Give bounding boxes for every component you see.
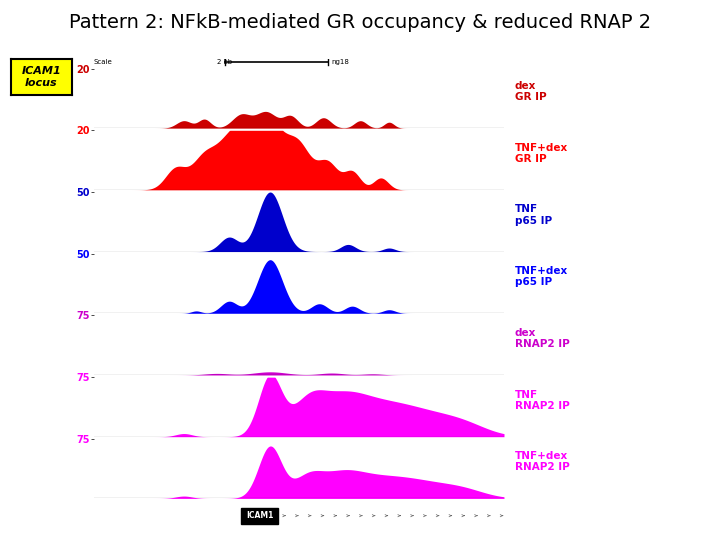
Text: 10,881,000|: 10,881,000| [184, 75, 221, 80]
Text: dex: dex [515, 81, 536, 91]
Text: Scale: Scale [94, 59, 112, 65]
Text: 10,383,000|: 10,383,000| [356, 75, 394, 80]
Text: 10,382,000|: 10,382,000| [278, 75, 315, 80]
Text: p65 IP: p65 IP [515, 215, 552, 226]
Text: RNAP2 IP: RNAP2 IP [515, 339, 570, 349]
Text: 10,334,000|: 10,334,000| [438, 75, 476, 80]
Text: TNF+dex: TNF+dex [515, 266, 568, 276]
Text: ICAM1: ICAM1 [246, 511, 274, 520]
Text: GR IP: GR IP [515, 92, 546, 102]
Text: 2 kb: 2 kb [217, 59, 232, 65]
Text: TNF: TNF [515, 205, 538, 214]
Text: ICAM1
locus: ICAM1 locus [22, 66, 61, 88]
Text: Pattern 2: NFkB-mediated GR occupancy & reduced RNAP 2: Pattern 2: NFkB-mediated GR occupancy & … [69, 14, 651, 32]
Text: GR IP: GR IP [515, 154, 546, 164]
Text: p65 IP: p65 IP [515, 277, 552, 287]
Text: 10,880,000: 10,880,000 [114, 75, 149, 80]
Text: TNF+dex: TNF+dex [515, 451, 568, 461]
Bar [241, 508, 278, 524]
Text: ng18: ng18 [332, 59, 349, 65]
Text: TNF+dex: TNF+dex [515, 143, 568, 153]
Text: dex: dex [515, 328, 536, 338]
Text: TNF: TNF [515, 390, 538, 400]
Text: RNAP2 IP: RNAP2 IP [515, 401, 570, 411]
Text: RNAP2 IP: RNAP2 IP [515, 462, 570, 472]
Text: chr18:: chr18: [94, 75, 116, 81]
